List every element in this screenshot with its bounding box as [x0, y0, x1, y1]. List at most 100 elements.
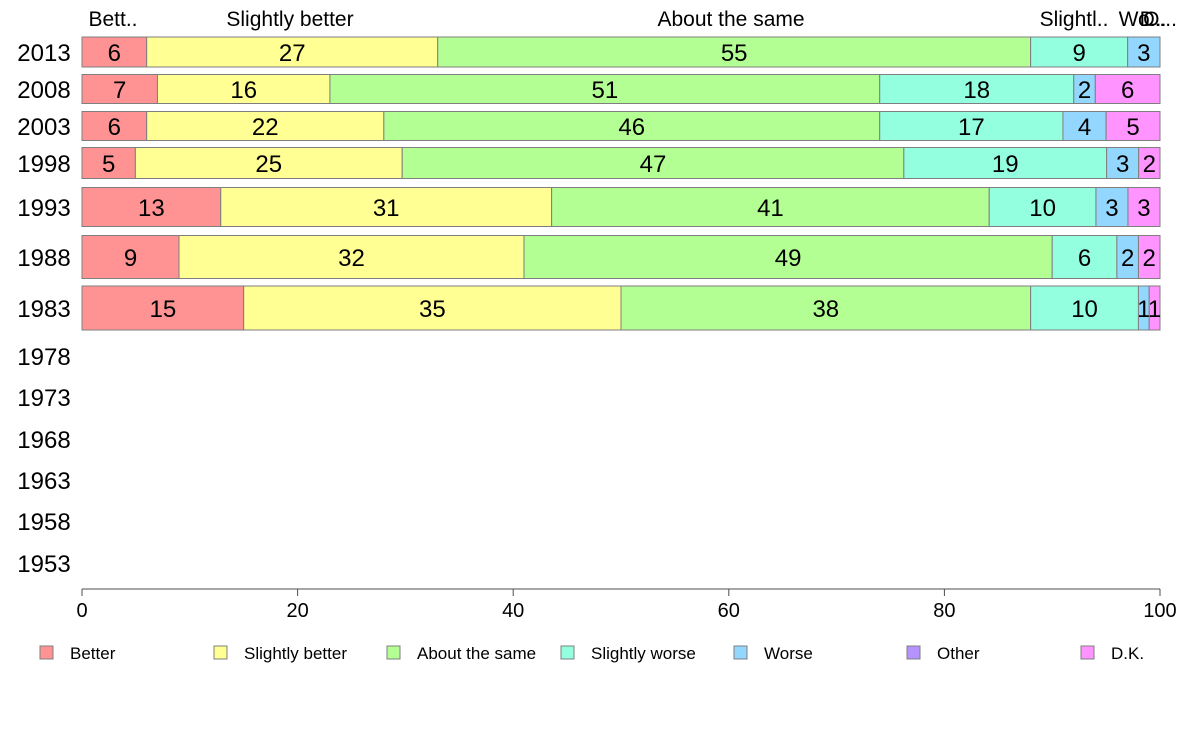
year-label-1953: 1953: [17, 551, 70, 578]
data-label-2003-better: 6: [108, 114, 121, 141]
data-label-1983-worse: 1: [1137, 296, 1150, 323]
data-label-1988-d-k-: 2: [1143, 245, 1156, 272]
legend-swatch: [386, 645, 401, 660]
x-tick-label-100: 100: [1143, 600, 1176, 622]
legend-label: Slightly worse: [591, 644, 696, 663]
bar-segment-1988-slightly-better: [178, 235, 525, 279]
top-label-4: Wo..: [1119, 8, 1162, 31]
data-label-2003-slightly-worse: 17: [958, 114, 985, 141]
legend-item-slightly-better: Slightly better: [213, 644, 347, 663]
data-label-2013-about-the-same: 55: [721, 40, 748, 67]
data-label-2003-slightly-better: 22: [252, 114, 279, 141]
data-label-2008-better: 7: [113, 77, 126, 104]
top-label-2: About the same: [657, 8, 804, 31]
legend-label: Other: [937, 644, 980, 663]
x-tick-label-40: 40: [502, 600, 524, 622]
x-tick-label-60: 60: [718, 600, 740, 622]
bar-segment-2013-about-the-same: [437, 36, 1032, 68]
bar-segment-1988-slightly-worse: [1051, 235, 1118, 279]
data-label-1993-d-k-: 3: [1137, 195, 1150, 222]
bar-segment-2003-slightly-better: [146, 111, 385, 141]
bar-segment-1993-worse: [1095, 187, 1129, 227]
legend-label: Better: [70, 644, 116, 663]
data-label-2008-slightly-better: 16: [230, 77, 257, 104]
data-label-2008-d-k-: 6: [1121, 77, 1134, 104]
year-label-2003: 2003: [17, 114, 70, 141]
bar-segment-1988-about-the-same: [523, 235, 1053, 279]
bar-row-1998: 5 25 47 19 3 2: [81, 147, 1161, 179]
bar-segment-1998-worse: [1106, 147, 1140, 179]
data-label-1988-better: 9: [124, 245, 137, 272]
data-label-2013-worse: 3: [1137, 40, 1150, 67]
data-label-1993-better: 13: [138, 195, 165, 222]
data-label-1993-slightly-better: 31: [373, 195, 400, 222]
legend-label: D.K.: [1111, 644, 1144, 663]
data-label-2008-slightly-worse: 18: [963, 77, 990, 104]
legend-item-other: Other: [906, 644, 980, 663]
legend-swatch: [560, 645, 575, 660]
top-label-6: O...: [1143, 8, 1177, 31]
data-label-1993-slightly-worse: 10: [1029, 195, 1056, 222]
bar-segment-2013-better: [81, 36, 148, 68]
bar-segment-1998-better: [81, 147, 136, 179]
bar-segment-2003-worse: [1062, 111, 1107, 141]
top-segment-labels: Bett.. Slightly better About the same Sligh…: [88, 8, 1176, 31]
bar-segment-1993-d-k-: [1127, 187, 1161, 227]
data-label-2003-worse: 4: [1078, 114, 1091, 141]
data-label-1983-slightly-better: 35: [419, 296, 446, 323]
data-label-1988-worse: 2: [1121, 245, 1134, 272]
x-tick-label-20: 20: [286, 600, 308, 622]
data-label-1998-worse: 3: [1116, 151, 1129, 178]
bar-segment-2003-better: [81, 111, 148, 141]
bar-segment-2008-slightly-better: [156, 74, 331, 104]
bar-segment-1983-d-k-: [1148, 285, 1161, 331]
data-label-1988-slightly-worse: 6: [1078, 245, 1091, 272]
data-label-1993-worse: 3: [1105, 195, 1118, 222]
bar-segment-2003-d-k-: [1105, 111, 1161, 141]
bar-segment-1998-slightly-better: [134, 147, 403, 179]
year-label-1963: 1963: [17, 468, 70, 495]
data-label-2013-better: 6: [108, 40, 121, 67]
data-label-2008-worse: 2: [1078, 77, 1091, 104]
legend-swatch: [213, 645, 228, 660]
year-label-1958: 1958: [17, 509, 70, 536]
data-label-1983-about-the-same: 38: [812, 296, 839, 323]
bar-segment-2008-about-the-same: [329, 74, 881, 104]
data-label-1998-slightly-better: 25: [255, 151, 282, 178]
bar-segment-1993-slightly-better: [220, 187, 553, 227]
bar-segment-1988-better: [81, 235, 180, 279]
bar-segment-2003-slightly-worse: [879, 111, 1064, 141]
data-label-2003-d-k-: 5: [1126, 114, 1139, 141]
bar-segment-1993-about-the-same: [551, 187, 990, 227]
bar-segment-1983-slightly-better: [243, 285, 622, 331]
bar-segment-1998-about-the-same: [401, 147, 905, 179]
data-label-1998-better: 5: [102, 151, 115, 178]
legend-item-about-the-same: About the same: [386, 644, 536, 663]
bar-row-2003: 6 22 46 17 4 5: [81, 111, 1161, 141]
x-tick-label-0: 0: [76, 600, 87, 622]
top-label-3: Slightl..: [1040, 8, 1109, 31]
bar-row-2013: 6 27 55 9 3: [81, 36, 1161, 68]
year-label-1993: 1993: [17, 195, 70, 222]
legend-label: About the same: [417, 644, 536, 663]
data-label-2003-about-the-same: 46: [618, 114, 645, 141]
bar-segment-1988-d-k-: [1137, 235, 1161, 279]
bar-segment-1983-slightly-worse: [1030, 285, 1139, 331]
year-label-1988: 1988: [17, 245, 70, 272]
data-label-1983-slightly-worse: 10: [1071, 296, 1098, 323]
legend-label: Slightly better: [244, 644, 347, 663]
data-label-1983-d-k-: 1: [1148, 296, 1161, 323]
data-label-1983-better: 15: [149, 296, 176, 323]
top-label-0: Bett..: [88, 8, 137, 31]
data-label-1988-about-the-same: 49: [775, 245, 802, 272]
data-label-1998-d-k-: 2: [1143, 151, 1156, 178]
data-label-1998-slightly-worse: 19: [992, 151, 1019, 178]
year-label-1983: 1983: [17, 296, 70, 323]
legend-label: Worse: [764, 644, 813, 663]
bar-segment-2003-about-the-same: [383, 111, 881, 141]
year-label-2008: 2008: [17, 77, 70, 104]
legend-swatch: [733, 645, 748, 660]
legend-item-slightly-worse: Slightly worse: [560, 644, 696, 663]
year-label-1973: 1973: [17, 385, 70, 412]
